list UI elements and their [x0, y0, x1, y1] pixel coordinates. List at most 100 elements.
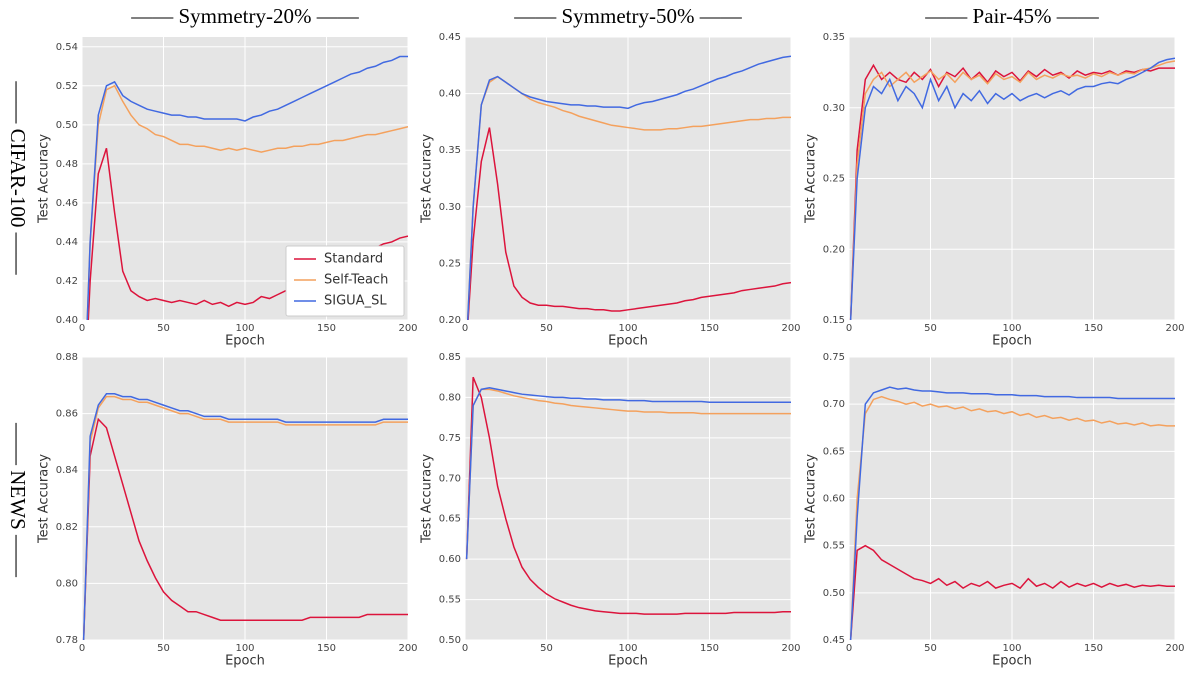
y-tick-label: 0.40 [56, 315, 78, 326]
x-tick-label: 200 [1165, 643, 1184, 654]
legend-label: SIGUA_SL [324, 294, 387, 309]
series-line [86, 55, 408, 320]
x-axis-label: Epoch [225, 654, 265, 669]
subplot: 0.20 0.25 0.30 0.35 0.40 0.45 0 50 100 150 200 Epoc… [420, 32, 801, 349]
subplot: 0.45 0.50 0.55 0.60 0.65 0.70 0.75 0 50 100 150 200… [804, 352, 1185, 669]
y-axis-label: Test Accuracy [804, 454, 819, 544]
legend: Standard Self-Teach SIGUA_SL [285, 245, 405, 317]
column-title: —— Symmetry-20% —— [130, 4, 359, 28]
series-line [82, 393, 408, 640]
y-tick-label: 0.20 [823, 244, 845, 255]
y-tick-label: 0.88 [56, 352, 78, 363]
x-tick-label: 150 [317, 323, 336, 334]
series-line [849, 386, 1175, 640]
x-tick-label: 100 [235, 323, 254, 334]
row-title: —— CIFAR-100 —— [6, 80, 30, 275]
x-tick-label: 0 [79, 323, 85, 334]
series-line [849, 544, 1175, 640]
x-tick-label: 100 [235, 643, 254, 654]
y-tick-label: 0.40 [439, 89, 461, 100]
x-tick-label: 200 [398, 323, 417, 334]
x-tick-label: 100 [618, 323, 637, 334]
y-tick-label: 0.70 [439, 473, 461, 484]
row-title: —— NEWS —— [6, 422, 30, 578]
series-line [465, 388, 791, 560]
series-line [467, 127, 791, 320]
x-tick-label: 150 [700, 643, 719, 654]
y-tick-label: 0.86 [56, 409, 78, 420]
x-axis-label: Epoch [608, 334, 648, 349]
y-tick-label: 0.25 [823, 174, 845, 185]
y-tick-label: 0.70 [823, 399, 845, 410]
x-tick-label: 100 [1002, 323, 1021, 334]
y-tick-label: 0.82 [56, 522, 78, 533]
x-tick-label: 100 [1002, 643, 1021, 654]
series-line [86, 84, 408, 320]
x-tick-label: 200 [398, 643, 417, 654]
series-line [465, 376, 791, 615]
x-tick-label: 150 [1084, 643, 1103, 654]
y-tick-label: 0.30 [439, 202, 461, 213]
x-tick-label: 50 [924, 323, 937, 334]
column-title: —— Symmetry-50% —— [513, 4, 742, 28]
y-tick-label: 0.20 [439, 315, 461, 326]
x-axis-label: Epoch [992, 334, 1032, 349]
x-tick-label: 0 [462, 323, 468, 334]
x-tick-label: 0 [846, 643, 852, 654]
x-axis-label: Epoch [992, 654, 1032, 669]
x-axis-label: Epoch [225, 334, 265, 349]
y-axis-label: Test Accuracy [37, 454, 52, 544]
subplot: 0.50 0.55 0.60 0.65 0.70 0.75 0.80 0.85 0 50 100 15… [420, 352, 801, 669]
y-tick-label: 0.45 [823, 635, 845, 646]
x-tick-label: 0 [462, 643, 468, 654]
legend-label: Self-Teach [324, 273, 388, 288]
series-line [849, 57, 1175, 320]
y-axis-label: Test Accuracy [420, 454, 435, 544]
subplot: 0.15 0.20 0.25 0.30 0.35 0 50 100 150 200 Epoch Tes… [804, 32, 1185, 349]
series-line [82, 395, 408, 640]
y-axis-label: Test Accuracy [420, 134, 435, 224]
y-tick-label: 0.15 [823, 315, 845, 326]
y-tick-label: 0.52 [56, 81, 78, 92]
x-axis-label: Epoch [608, 654, 648, 669]
y-axis-label: Test Accuracy [37, 134, 52, 224]
y-tick-label: 0.44 [56, 237, 78, 248]
y-tick-label: 0.78 [56, 635, 78, 646]
y-tick-label: 0.50 [823, 588, 845, 599]
subplot: 0.40 0.42 0.44 0.46 0.48 0.50 0.52 0.54 0 50 100 15… [37, 37, 418, 349]
y-tick-label: 0.55 [823, 541, 845, 552]
y-tick-label: 0.65 [823, 446, 845, 457]
y-tick-label: 0.48 [56, 159, 78, 170]
x-tick-label: 50 [157, 643, 170, 654]
y-tick-label: 0.50 [439, 635, 461, 646]
y-tick-label: 0.60 [823, 494, 845, 505]
x-tick-label: 150 [1084, 323, 1103, 334]
y-axis-label: Test Accuracy [804, 134, 819, 224]
series-line [82, 417, 408, 640]
legend-box [285, 245, 405, 317]
series-line [849, 60, 1175, 320]
y-tick-label: 0.42 [56, 276, 78, 287]
subplot: 0.78 0.80 0.82 0.84 0.86 0.88 0 50 100 150 200 Epoc… [37, 352, 418, 669]
series-line [465, 386, 791, 560]
x-tick-label: 200 [781, 323, 800, 334]
y-tick-label: 0.60 [439, 554, 461, 565]
x-tick-label: 200 [781, 643, 800, 654]
y-tick-label: 0.25 [439, 258, 461, 269]
y-tick-label: 0.45 [439, 32, 461, 43]
x-tick-label: 150 [317, 643, 336, 654]
y-tick-label: 0.54 [56, 42, 78, 53]
x-tick-label: 200 [1165, 323, 1184, 334]
x-tick-label: 150 [700, 323, 719, 334]
y-tick-label: 0.35 [823, 32, 845, 43]
y-tick-label: 0.30 [823, 103, 845, 114]
y-tick-label: 0.75 [439, 433, 461, 444]
y-tick-label: 0.50 [56, 120, 78, 131]
x-tick-label: 50 [540, 323, 553, 334]
legend-label: Standard [324, 252, 383, 267]
y-tick-label: 0.80 [439, 392, 461, 403]
x-tick-label: 50 [924, 643, 937, 654]
y-tick-label: 0.46 [56, 198, 78, 209]
y-tick-label: 0.85 [439, 352, 461, 363]
